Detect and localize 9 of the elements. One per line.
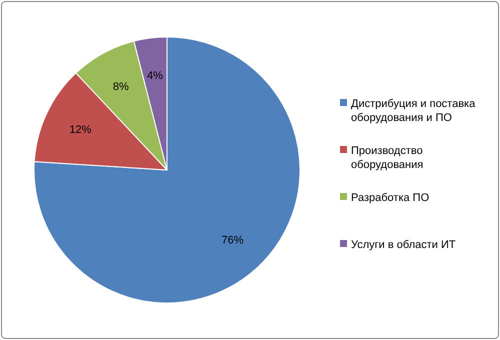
data-label: 8% — [112, 80, 130, 93]
data-label: 76% — [222, 234, 244, 247]
legend-label: Разработка ПО — [351, 192, 430, 204]
pie-slice — [34, 36, 300, 304]
legend-label: Производство оборудования — [351, 144, 424, 171]
data-label: 12% — [69, 124, 92, 136]
data-label: 4% — [147, 70, 164, 82]
legend-label: Дистрибуция и поставка оборудования и ПО — [351, 98, 476, 124]
legend-label: Услуги в области ИТ — [351, 238, 456, 251]
